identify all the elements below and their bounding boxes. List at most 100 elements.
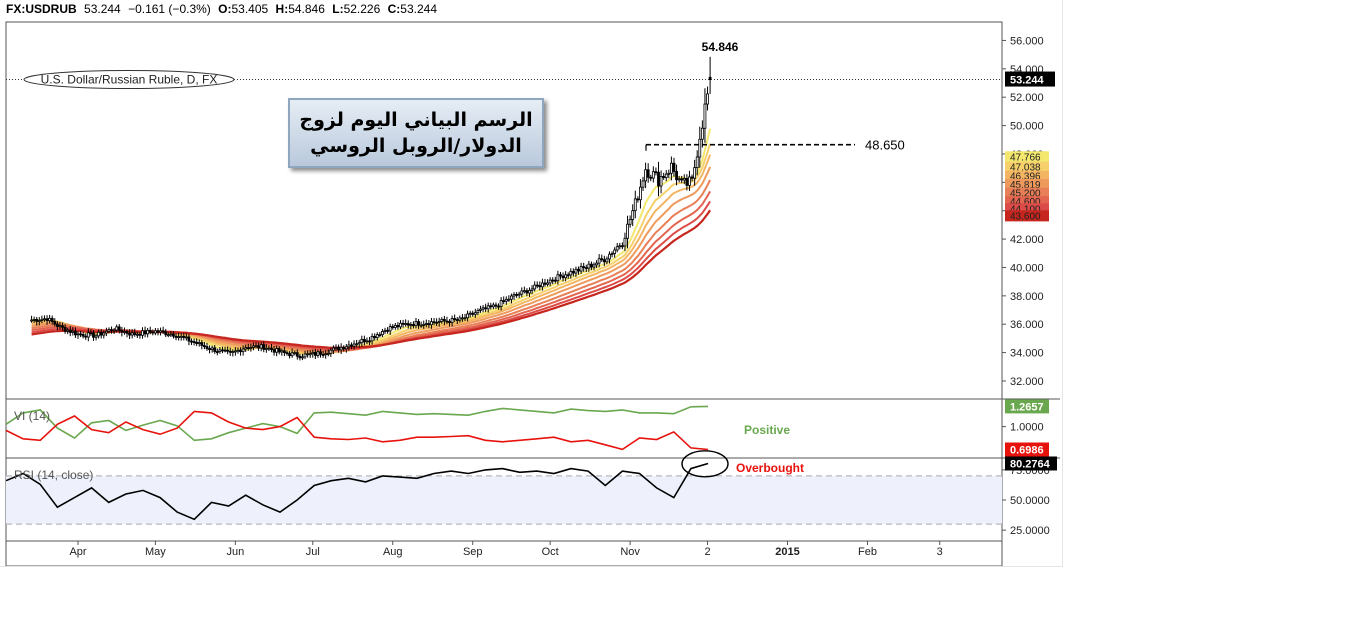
candle-body [448,320,451,324]
candle-body [654,171,658,174]
candle-body [35,319,39,322]
candle-body [559,274,562,277]
candle-body [264,348,268,350]
candle-body [244,347,248,350]
candle-body [471,312,475,315]
price-tick-label: 32.000 [1010,376,1044,388]
candle-body [592,264,596,268]
candle-body [437,320,441,323]
candle-body [657,171,660,187]
candle-body [61,325,64,328]
candle-body [89,332,93,335]
chart-window: FX:USDRUB 53.244 −0.161 (−0.3%) O:53.405… [0,0,1063,567]
candle-body [355,343,359,346]
vi-tick-label: 1.0000 [1010,422,1044,434]
time-tick-label: 2 [704,546,710,558]
candle-body [626,223,629,239]
candle-body [298,355,302,359]
candle-body [422,323,426,326]
time-tick-label: Jul [306,546,320,558]
candle-body [138,333,142,336]
candle-body [633,198,637,212]
candle-body [430,321,433,326]
candle-body [228,350,232,353]
candle-body [507,298,511,301]
candle-body [667,172,671,175]
candle-body [608,253,611,260]
candle-body [350,344,353,347]
candle-body [339,346,343,351]
ema-ribbon-line-7 [31,200,711,350]
candle-body [388,326,392,332]
candle-body [680,178,684,181]
candle-body [690,176,694,179]
chart-canvas[interactable]: 32.00034.00036.00038.00040.00042.00044.0… [0,0,1062,566]
symbol-name[interactable]: FX:USDRUB [6,2,77,16]
candle-body [92,332,95,338]
candle-body [321,354,325,356]
candle-body [275,348,279,353]
callout-line-1: الرسم البياني اليوم لزوج [299,109,533,131]
candle-body [128,332,132,336]
candle-body [213,347,217,352]
candle-body [587,263,591,269]
candle-body [644,169,647,182]
rsi-tick-label: 25.0000 [1010,525,1050,537]
candle-body [491,304,495,308]
candle-body [556,274,560,282]
vi-minus-tag-text: 0.6986 [1010,445,1044,457]
plot-frame [5,21,1003,566]
ribbon-value-tag [1005,196,1049,208]
ribbon-value-text: 46.396 [1010,172,1041,183]
candle-body [409,324,413,326]
candle-body [239,349,242,353]
candle-body [197,342,201,345]
candle-body [311,352,315,355]
candle-body [419,324,423,327]
ribbon-value-text: 45.819 [1010,180,1041,191]
time-tick-label: May [145,546,166,558]
candle-body [381,331,384,336]
candle-body [664,173,668,178]
ribbon-value-text: 47.766 [1010,152,1041,163]
candle-body [277,348,281,353]
open-label: O: [218,2,232,16]
candle-body [706,93,709,105]
candle-body [208,348,211,351]
vi-minus-tag [1005,442,1049,457]
candle-body [424,323,428,325]
price-tick-label: 40.000 [1010,262,1044,274]
price-change: −0.161 (−0.3%) [128,2,211,16]
candle-body [151,331,155,334]
candle-body [458,317,462,321]
candle-body [117,326,121,331]
candle-body [473,312,477,315]
candle-body [316,351,320,356]
ribbon-value-text: 44.600 [1010,197,1041,208]
candle-body [484,307,488,310]
close-label: C: [387,2,401,16]
candle-body [37,320,41,322]
candle-body [522,290,526,293]
candle-body [383,329,387,332]
candle-body [337,346,340,351]
candle-body [512,294,516,297]
candle-body [574,268,578,274]
vi-pane-title: VI (14) [14,409,50,423]
candle-body [50,317,54,322]
candle-body [259,344,263,349]
candle-body [427,323,431,326]
rsi-pane-title: RSI (14, close) [14,468,93,482]
time-tick-label: Oct [542,546,559,558]
low-label: L: [332,2,344,16]
candle-body [538,285,542,288]
price-tick-label: 50.000 [1010,121,1044,133]
time-tick-label: Sep [463,546,483,558]
candle-body [698,138,702,158]
candle-body [468,312,472,315]
time-tick-label: Nov [620,546,640,558]
candle-body [226,349,230,352]
candle-body [541,282,544,288]
chart-title-ellipse [23,70,235,90]
candle-body [97,331,101,337]
